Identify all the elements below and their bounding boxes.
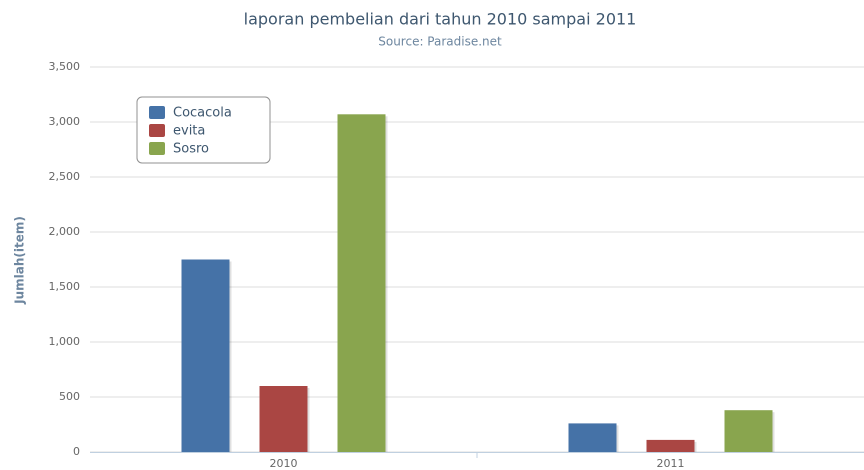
bar [337, 114, 386, 453]
legend-label: Sosro [173, 142, 209, 157]
x-tick-label: 2011 [657, 457, 685, 470]
y-tick-label: 0 [73, 445, 80, 458]
y-tick-label: 500 [59, 390, 80, 403]
legend-swatch [149, 106, 165, 119]
legend-swatch [149, 142, 165, 155]
chart-subtitle: Source: Paradise.net [378, 35, 502, 49]
y-tick-label: 2,500 [49, 170, 81, 183]
y-tick-label: 3,500 [49, 60, 81, 73]
x-tick-label: 2010 [270, 457, 298, 470]
y-tick-label: 2,000 [49, 225, 81, 238]
legend-label: evita [173, 124, 205, 139]
y-tick-label: 3,000 [49, 115, 81, 128]
chart-title: laporan pembelian dari tahun 2010 sampai… [244, 10, 637, 29]
legend-box [136, 96, 271, 164]
bar [259, 386, 308, 452]
bar [181, 259, 230, 452]
bar [646, 439, 695, 452]
bar [724, 410, 773, 452]
y-tick-label: 1,500 [49, 280, 81, 293]
y-tick-label: 1,000 [49, 335, 81, 348]
bar [568, 423, 617, 452]
legend-swatch [149, 124, 165, 137]
legend-label: Cocacola [173, 106, 232, 121]
y-axis-label: Jumlah(item) [13, 216, 27, 305]
